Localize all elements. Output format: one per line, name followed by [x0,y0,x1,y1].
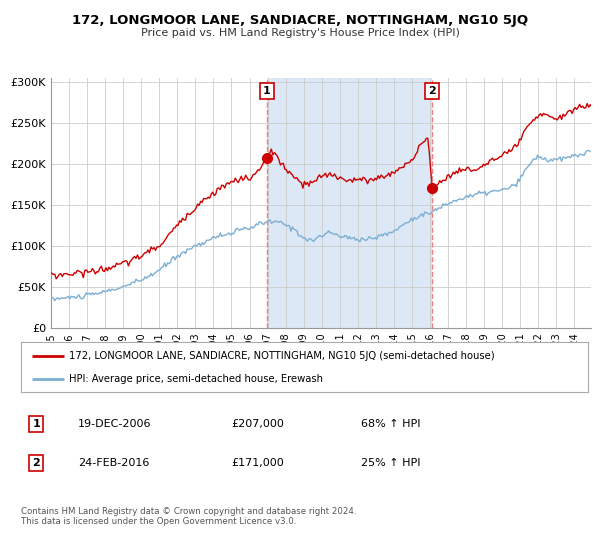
Text: 68% ↑ HPI: 68% ↑ HPI [361,419,421,429]
Text: 25% ↑ HPI: 25% ↑ HPI [361,458,421,468]
Bar [267,78,432,328]
Text: Contains HM Land Registry data © Crown copyright and database right 2024.
This d: Contains HM Land Registry data © Crown c… [21,507,356,526]
Text: 172, LONGMOOR LANE, SANDIACRE, NOTTINGHAM, NG10 5JQ (semi-detached house): 172, LONGMOOR LANE, SANDIACRE, NOTTINGHA… [69,351,495,361]
Text: Price paid vs. HM Land Registry's House Price Index (HPI): Price paid vs. HM Land Registry's House … [140,28,460,38]
Text: 1: 1 [32,419,40,429]
Text: 24-FEB-2016: 24-FEB-2016 [78,458,149,468]
Text: HPI: Average price, semi-detached house, Erewash: HPI: Average price, semi-detached house,… [69,374,323,384]
Text: 1: 1 [263,86,271,96]
Text: 2: 2 [32,458,40,468]
Text: £171,000: £171,000 [231,458,284,468]
Text: 19-DEC-2006: 19-DEC-2006 [78,419,151,429]
Text: 2: 2 [428,86,436,96]
Text: 172, LONGMOOR LANE, SANDIACRE, NOTTINGHAM, NG10 5JQ: 172, LONGMOOR LANE, SANDIACRE, NOTTINGHA… [72,14,528,27]
Text: £207,000: £207,000 [231,419,284,429]
